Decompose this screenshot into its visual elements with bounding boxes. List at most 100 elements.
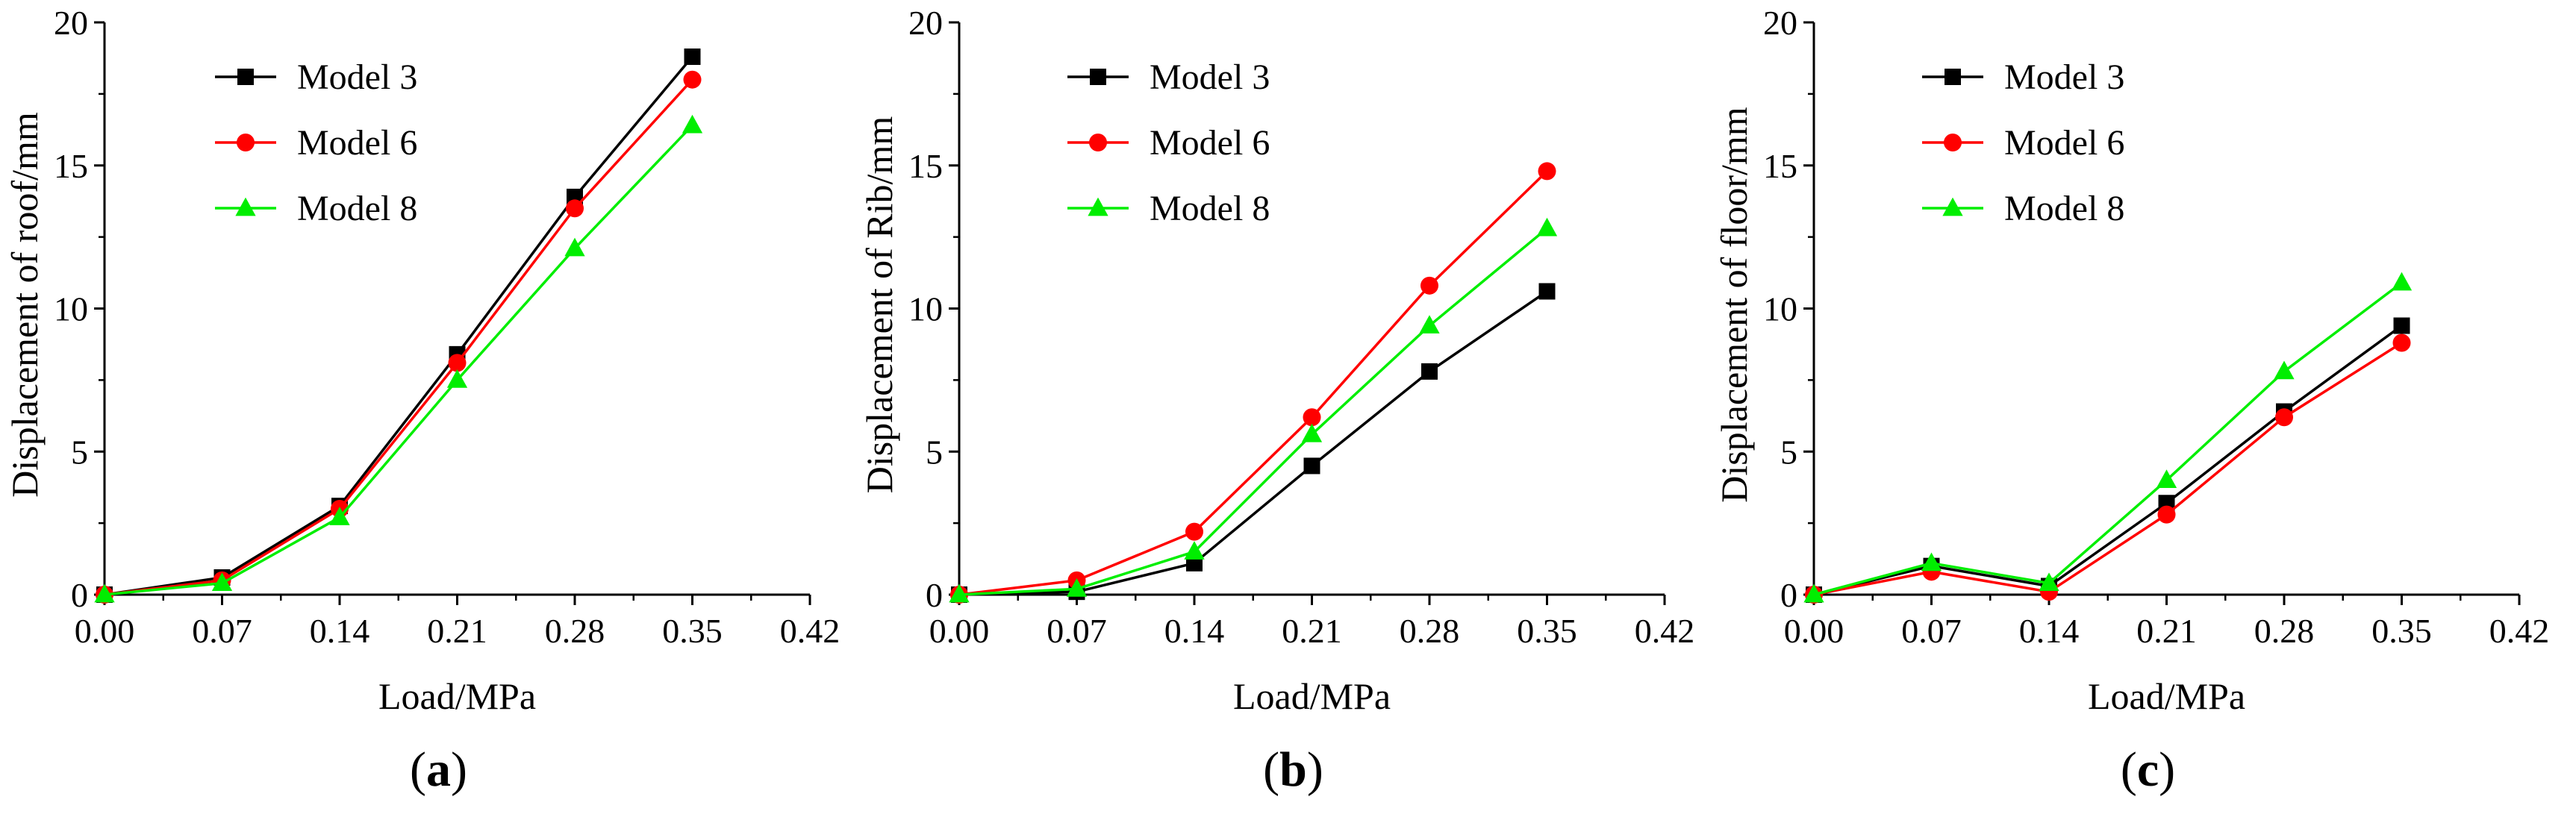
y-tick-label: 15 [908, 147, 943, 185]
data-point-model-8 [682, 114, 703, 134]
legend-label-model-6: Model 6 [2004, 123, 2124, 163]
series-line-model-3 [104, 55, 693, 596]
x-tick-label: 0.28 [1400, 612, 1460, 650]
legend-marker-model-8 [235, 197, 256, 216]
legend-marker-model-6 [1089, 134, 1107, 151]
legend-label-model-3: Model 3 [2004, 57, 2124, 97]
legend: Model 3 Model 6 Model 8 [1922, 57, 2124, 228]
panel-label: (c) [2121, 742, 2175, 797]
data-point-model-8 [211, 572, 233, 592]
data-point-model-6 [448, 354, 467, 372]
x-tick-label: 0.00 [929, 612, 990, 650]
legend: Model 3 Model 6 Model 8 [1067, 57, 1270, 228]
y-tick-label: 5 [926, 433, 943, 471]
x-tick-label: 0.00 [1784, 612, 1844, 650]
chart-panel-c: 0.00 0.07 0.14 0.21 0.28 0.35 0.42 0 5 10 15 20 Load… [1713, 4, 2549, 797]
data-point-model-8 [1419, 315, 1440, 334]
data-point-model-3 [684, 48, 701, 66]
data-point-model-3 [2393, 317, 2410, 334]
legend-label-model-8: Model 8 [2004, 189, 2124, 228]
data-point-model-6 [2275, 408, 2293, 427]
legend-marker-model-3 [1945, 69, 1961, 85]
data-point-model-8 [1536, 217, 1558, 237]
data-point-model-8 [446, 369, 468, 388]
x-tick-label: 0.28 [2254, 612, 2315, 650]
y-tick-label: 0 [71, 576, 88, 614]
legend-marker-model-8 [1942, 197, 1963, 216]
x-tick-label: 0.14 [310, 612, 370, 650]
series-line-model-6 [958, 170, 1548, 596]
panel-label-letter: a [426, 742, 451, 797]
data-point-model-6 [2392, 334, 2411, 352]
x-tick-label: 0.21 [427, 612, 487, 650]
data-point-model-8 [564, 237, 585, 257]
data-point-model-3 [1303, 457, 1320, 475]
data-point-model-8 [1921, 552, 1942, 572]
y-tick-label: 10 [54, 290, 88, 328]
panel-label-open: ( [1263, 742, 1279, 797]
panel-label-open: ( [2121, 742, 2137, 797]
y-tick-label: 10 [1763, 290, 1797, 328]
legend-label-model-3: Model 3 [1150, 57, 1270, 97]
y-tick-label: 5 [1780, 433, 1797, 471]
x-axis-title: Load/MPa [1233, 675, 1391, 717]
y-tick-label: 20 [54, 4, 88, 42]
data-point-model-6 [566, 199, 584, 218]
panel-label-open: ( [410, 742, 426, 797]
x-axis-title: Load/MPa [2088, 675, 2245, 717]
x-tick-label: 0.42 [780, 612, 841, 650]
x-tick-label: 0.42 [1635, 612, 1695, 650]
x-tick-label: 0.14 [2019, 612, 2080, 650]
x-tick-label: 0.35 [2371, 612, 2432, 650]
data-point-model-3 [1421, 363, 1438, 380]
y-tick-label: 5 [71, 433, 88, 471]
data-point-model-6 [1303, 408, 1321, 427]
panel-label-close: ) [451, 742, 467, 797]
series-line-model-8 [958, 227, 1548, 596]
series-line-model-3 [958, 290, 1548, 596]
data-point-model-8 [1301, 423, 1323, 442]
y-tick-label: 20 [908, 4, 943, 42]
y-tick-label: 0 [926, 576, 943, 614]
chart-panel-b: 0.00 0.07 0.14 0.21 0.28 0.35 0.42 0 5 10 15 20 Load… [858, 4, 1694, 797]
panel-label-close: ) [2159, 742, 2175, 797]
y-tick-label: 10 [908, 290, 943, 328]
data-point-model-6 [1420, 276, 1438, 295]
data-point-model-8 [2274, 360, 2295, 380]
y-tick-label: 0 [1780, 576, 1797, 614]
y-axis-title: Displacement of roof/mm [4, 112, 46, 498]
x-tick-label: 0.21 [2136, 612, 2197, 650]
legend: Model 3 Model 6 Model 8 [215, 57, 417, 228]
x-tick-label: 0.07 [1047, 612, 1107, 650]
data-point-model-8 [949, 583, 970, 603]
series-line-model-8 [104, 124, 693, 596]
legend-label-model-6: Model 6 [1150, 123, 1270, 163]
panel-label-letter: b [1279, 742, 1307, 797]
data-point-model-8 [2156, 469, 2177, 488]
y-tick-label: 15 [54, 147, 88, 185]
panel-label-letter: c [2137, 742, 2159, 797]
x-tick-label: 0.14 [1164, 612, 1225, 650]
data-point-model-6 [1538, 162, 1556, 181]
panel-label: (a) [410, 742, 467, 797]
legend-label-model-8: Model 8 [1150, 189, 1270, 228]
data-point-model-8 [329, 507, 350, 525]
data-point-model-3 [1538, 283, 1556, 300]
panel-label: (b) [1263, 742, 1323, 797]
data-point-model-8 [1184, 541, 1205, 560]
x-tick-label: 0.35 [662, 612, 723, 650]
data-point-model-8 [2391, 272, 2413, 291]
x-tick-label: 0.07 [1901, 612, 1962, 650]
x-axis-title: Load/MPa [378, 675, 536, 717]
legend-label-model-3: Model 3 [297, 57, 417, 97]
chart-panel-a: 0.00 0.07 0.14 0.21 0.28 0.35 0.42 0 5 10 15 20 Load… [4, 4, 840, 797]
data-point-model-8 [94, 583, 115, 603]
y-tick-label: 20 [1763, 4, 1797, 42]
legend-marker-model-6 [237, 134, 255, 151]
x-tick-label: 0.28 [545, 612, 605, 650]
x-tick-label: 0.21 [1282, 612, 1342, 650]
series-line-model-8 [1813, 281, 2403, 596]
series-line-model-6 [104, 78, 693, 596]
